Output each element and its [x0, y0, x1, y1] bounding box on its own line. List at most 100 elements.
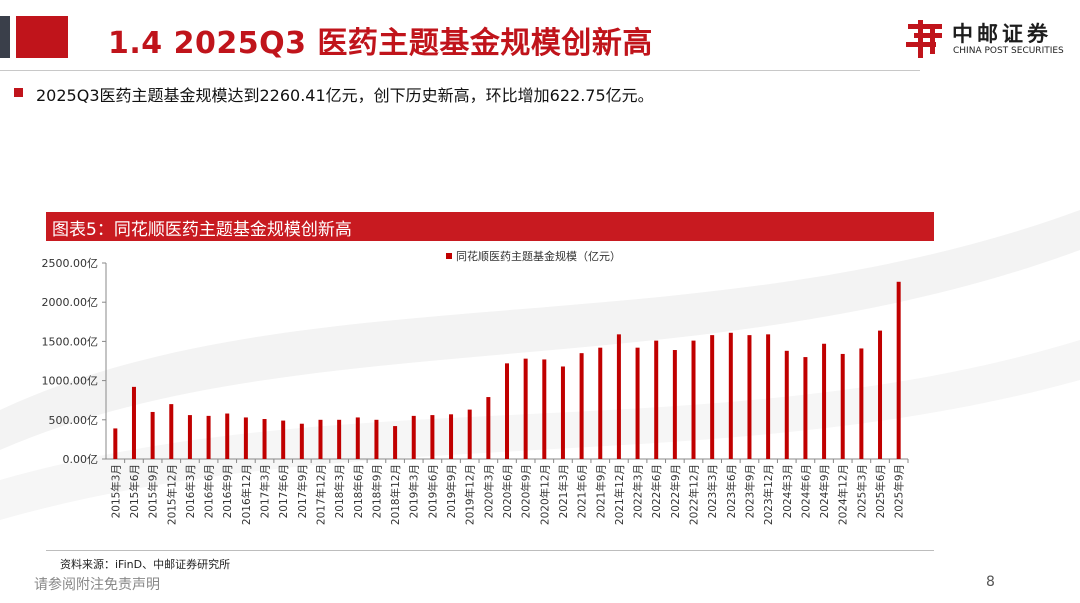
- x-tick-label: 2019年3月: [408, 464, 421, 518]
- x-tick-label: 2015年6月: [128, 464, 141, 518]
- x-tick-label: 2020年3月: [482, 464, 495, 518]
- bar: [467, 409, 472, 459]
- x-tick-label: 2021年6月: [576, 464, 589, 518]
- x-tick-label: 2024年6月: [799, 464, 812, 518]
- x-tick-label: 2024年12月: [837, 464, 850, 525]
- x-tick-label: 2022年3月: [632, 464, 645, 518]
- x-tick-label: 2025年3月: [855, 464, 868, 518]
- x-tick-label: 2016年9月: [221, 464, 234, 518]
- china-post-logo-icon: [906, 20, 942, 58]
- x-tick-label: 2025年6月: [874, 464, 887, 518]
- x-tick-label: 2019年6月: [426, 464, 439, 518]
- bullet-square-icon: [14, 88, 23, 97]
- x-tick-label: 2021年12月: [613, 464, 626, 525]
- bar: [113, 428, 118, 459]
- bar: [206, 415, 211, 459]
- x-tick-label: 2015年3月: [109, 464, 122, 518]
- y-tick-label: 2500.00亿: [42, 257, 99, 270]
- title-accent-red: [16, 16, 68, 58]
- bar: [393, 426, 398, 459]
- bar: [523, 358, 528, 459]
- disclaimer-note: 请参阅附注免责声明: [34, 577, 160, 593]
- x-tick-label: 2017年3月: [259, 464, 272, 518]
- bar: [616, 334, 621, 459]
- x-tick-label: 2015年12月: [165, 464, 178, 525]
- x-tick-label: 2022年9月: [669, 464, 682, 518]
- bar: [635, 347, 640, 459]
- y-tick-label: 1500.00亿: [42, 335, 99, 348]
- bar: [169, 404, 174, 459]
- bar: [299, 423, 304, 459]
- bar: [579, 353, 584, 459]
- logo-name-en: CHINA POST SECURITIES: [953, 46, 1064, 56]
- bar: [486, 397, 491, 459]
- x-tick-label: 2023年6月: [725, 464, 738, 518]
- x-tick-label: 2023年3月: [706, 464, 719, 518]
- bar: [225, 413, 230, 459]
- title-divider: [0, 70, 920, 71]
- x-tick-label: 2019年12月: [464, 464, 477, 525]
- bar: [710, 335, 715, 459]
- slide-title: 1.4 2025Q3 医药主题基金规模创新高: [108, 26, 653, 61]
- x-tick-label: 2021年3月: [557, 464, 570, 518]
- bar: [262, 419, 267, 459]
- x-tick-label: 2020年9月: [520, 464, 533, 518]
- bar: [243, 417, 248, 459]
- chart-caption: 图表5：同花顺医药主题基金规模创新高: [52, 220, 352, 240]
- bar: [784, 350, 789, 459]
- bar: [654, 340, 659, 459]
- company-logo: 中邮证券 CHINA POST SECURITIES: [904, 18, 1074, 62]
- bar: [542, 359, 547, 459]
- bar: [411, 415, 416, 459]
- bar: [187, 415, 192, 459]
- title-accent-dark: [0, 16, 10, 58]
- legend-swatch: [446, 253, 452, 259]
- x-tick-label: 2020年6月: [501, 464, 514, 518]
- bar: [822, 343, 827, 459]
- source-note: 资料来源：iFinD、中邮证券研究所: [60, 558, 231, 571]
- x-tick-label: 2023年12月: [762, 464, 775, 525]
- bar: [691, 340, 696, 459]
- x-tick-label: 2021年9月: [594, 464, 607, 518]
- bar: [449, 414, 454, 459]
- chart-caption-bar: 图表5：同花顺医药主题基金规模创新高: [46, 212, 934, 241]
- x-tick-label: 2024年3月: [781, 464, 794, 518]
- bar: [840, 353, 845, 459]
- x-tick-label: 2025年9月: [893, 464, 906, 518]
- x-tick-label: 2016年6月: [203, 464, 216, 518]
- legend-label: 同花顺医药主题基金规模（亿元）: [456, 249, 621, 263]
- y-tick-label: 1000.00亿: [42, 375, 99, 388]
- x-tick-label: 2019年9月: [445, 464, 458, 518]
- bar: [859, 348, 864, 459]
- x-tick-label: 2024年9月: [818, 464, 831, 518]
- bar: [337, 419, 342, 459]
- y-tick-label: 0.00亿: [63, 453, 99, 466]
- logo-name-cn: 中邮证券: [952, 22, 1052, 46]
- x-tick-label: 2015年9月: [147, 464, 160, 518]
- bar: [728, 332, 733, 459]
- x-tick-label: 2018年6月: [352, 464, 365, 518]
- bar: [747, 335, 752, 459]
- source-divider: [46, 550, 934, 551]
- x-tick-label: 2023年9月: [743, 464, 756, 518]
- x-tick-label: 2022年6月: [650, 464, 663, 518]
- x-tick-label: 2016年12月: [240, 464, 253, 525]
- x-tick-label: 2017年6月: [277, 464, 290, 518]
- page-number: 8: [986, 574, 995, 590]
- x-tick-label: 2022年12月: [688, 464, 701, 525]
- bar: [598, 347, 603, 459]
- bar: [131, 386, 136, 459]
- bullet-text: 2025Q3医药主题基金规模达到2260.41亿元，创下历史新高，环比增加622…: [36, 86, 654, 105]
- x-tick-label: 2020年12月: [538, 464, 551, 525]
- x-tick-label: 2017年9月: [296, 464, 309, 518]
- bar: [672, 350, 677, 459]
- bar: [766, 334, 771, 459]
- bar: [355, 417, 360, 459]
- x-tick-label: 2016年3月: [184, 464, 197, 518]
- x-tick-label: 2018年12月: [389, 464, 402, 525]
- bar: [150, 411, 155, 459]
- bar: [430, 415, 435, 459]
- bar: [374, 419, 379, 459]
- y-tick-label: 2000.00亿: [42, 296, 99, 309]
